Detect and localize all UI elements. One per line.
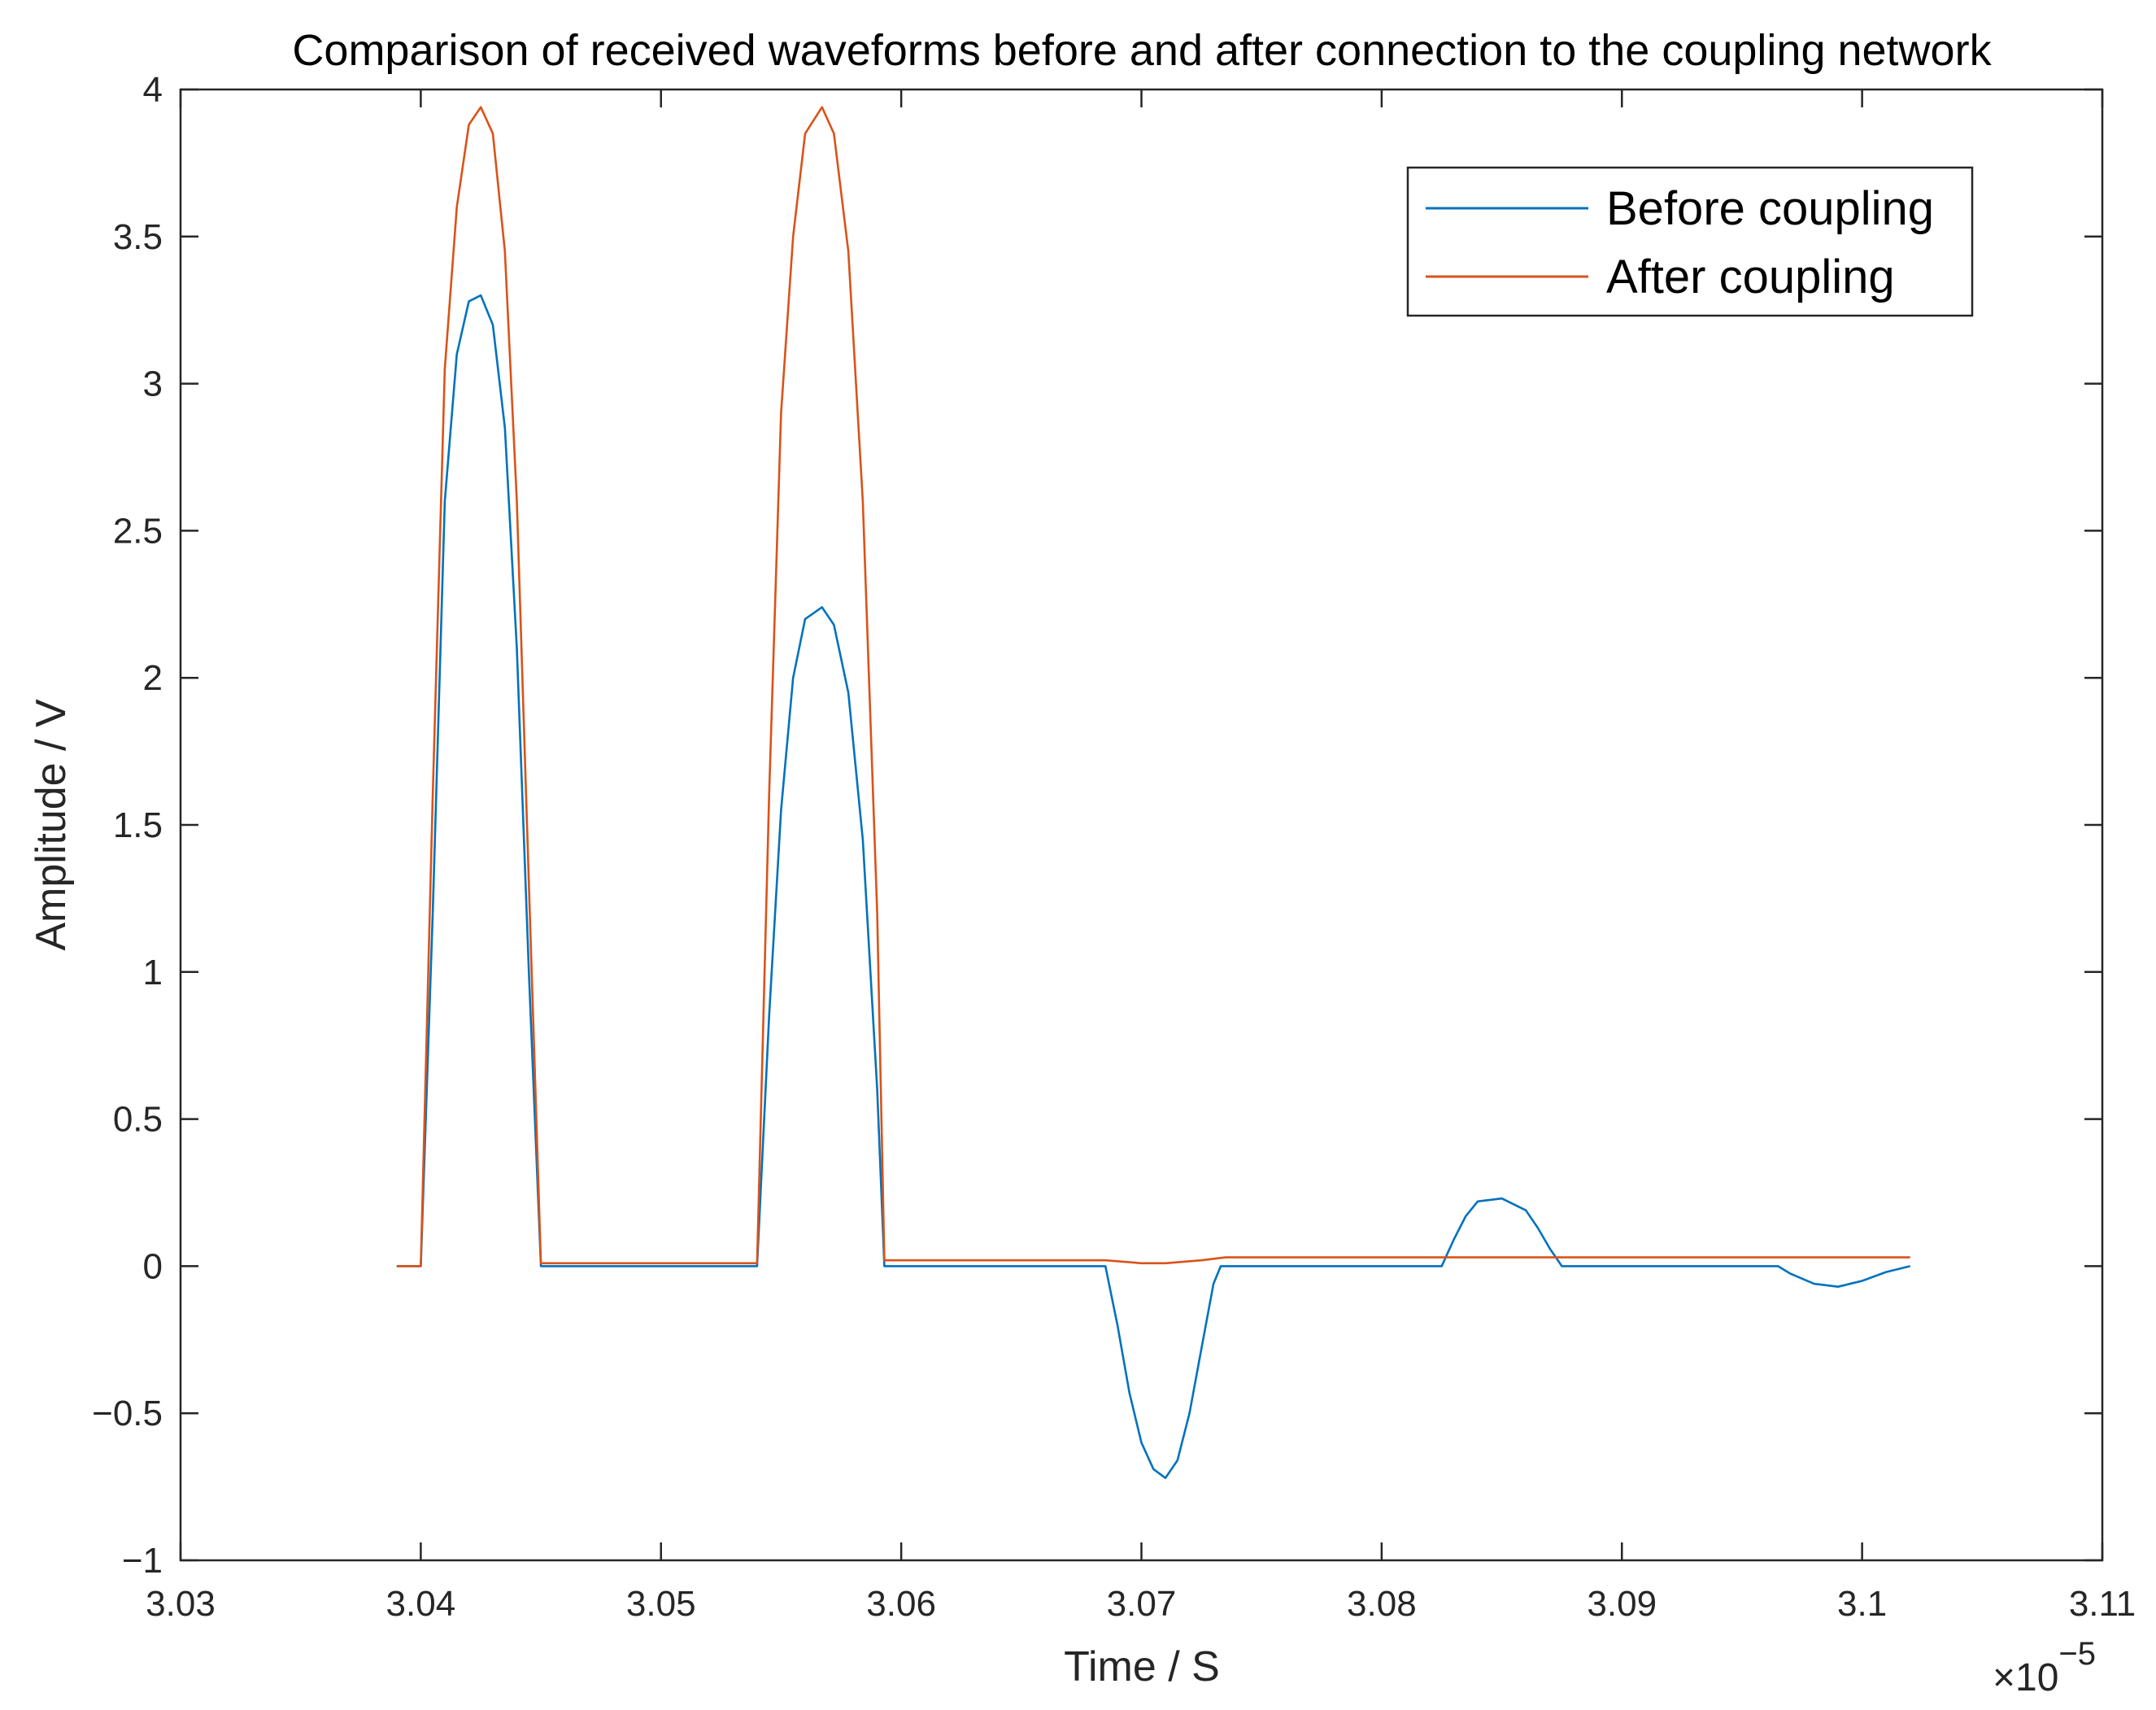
x-tick-label: 3.1 bbox=[1837, 1584, 1887, 1624]
x-tick-label: 3.04 bbox=[386, 1584, 456, 1624]
x-axis: 3.03 3.04 3.05 3.06 3.07 3.08 3.09 3.1 3.11 bbox=[146, 89, 2136, 1624]
plot-lines bbox=[396, 106, 1911, 1480]
y-tick-label: −1 bbox=[122, 1541, 163, 1581]
x-tick-label: 3.05 bbox=[626, 1584, 696, 1624]
legend-label-after-coupling: After coupling bbox=[1606, 251, 1895, 303]
x-tick-label: 3.11 bbox=[2069, 1584, 2136, 1624]
x-axis-multiplier-base: ×10 bbox=[1993, 1656, 2058, 1699]
series-line-before-coupling bbox=[396, 294, 1911, 1480]
y-tick-label: 3.5 bbox=[113, 217, 163, 257]
y-tick-label: 0.5 bbox=[113, 1100, 163, 1140]
y-tick-label: 2.5 bbox=[113, 511, 163, 551]
y-tick-label: 1.5 bbox=[113, 805, 163, 845]
x-axis-multiplier-exponent: −5 bbox=[2058, 1636, 2096, 1672]
y-tick-label: 2 bbox=[143, 658, 163, 698]
y-tick-label: 4 bbox=[143, 70, 163, 110]
x-tick-label: 3.07 bbox=[1107, 1584, 1177, 1624]
x-tick-label: 3.03 bbox=[146, 1584, 216, 1624]
y-tick-label: −0.5 bbox=[92, 1394, 163, 1433]
x-tick-label: 3.06 bbox=[866, 1584, 936, 1624]
chart-title: Comparison of received waveforms before … bbox=[292, 26, 1992, 75]
y-tick-label: 0 bbox=[143, 1246, 163, 1286]
series-line-after-coupling bbox=[396, 106, 1910, 1267]
x-axis-label: Time / S bbox=[1064, 1643, 1220, 1690]
x-tick-label: 3.08 bbox=[1347, 1584, 1417, 1624]
y-tick-label: 1 bbox=[143, 953, 163, 992]
legend: Before coupling After coupling bbox=[1406, 166, 1974, 317]
x-tick-label: 3.09 bbox=[1587, 1584, 1657, 1624]
y-axis: −1 −0.5 0 0.5 1 1.5 2 2.5 3 3.5 4 bbox=[92, 70, 2102, 1581]
legend-box bbox=[1406, 166, 1974, 317]
x-axis-multiplier: ×10−5 bbox=[1993, 1636, 2096, 1699]
y-axis-label: Amplitude / V bbox=[28, 699, 75, 951]
legend-label-before-coupling: Before coupling bbox=[1606, 182, 1934, 235]
y-tick-label: 3 bbox=[143, 364, 163, 404]
